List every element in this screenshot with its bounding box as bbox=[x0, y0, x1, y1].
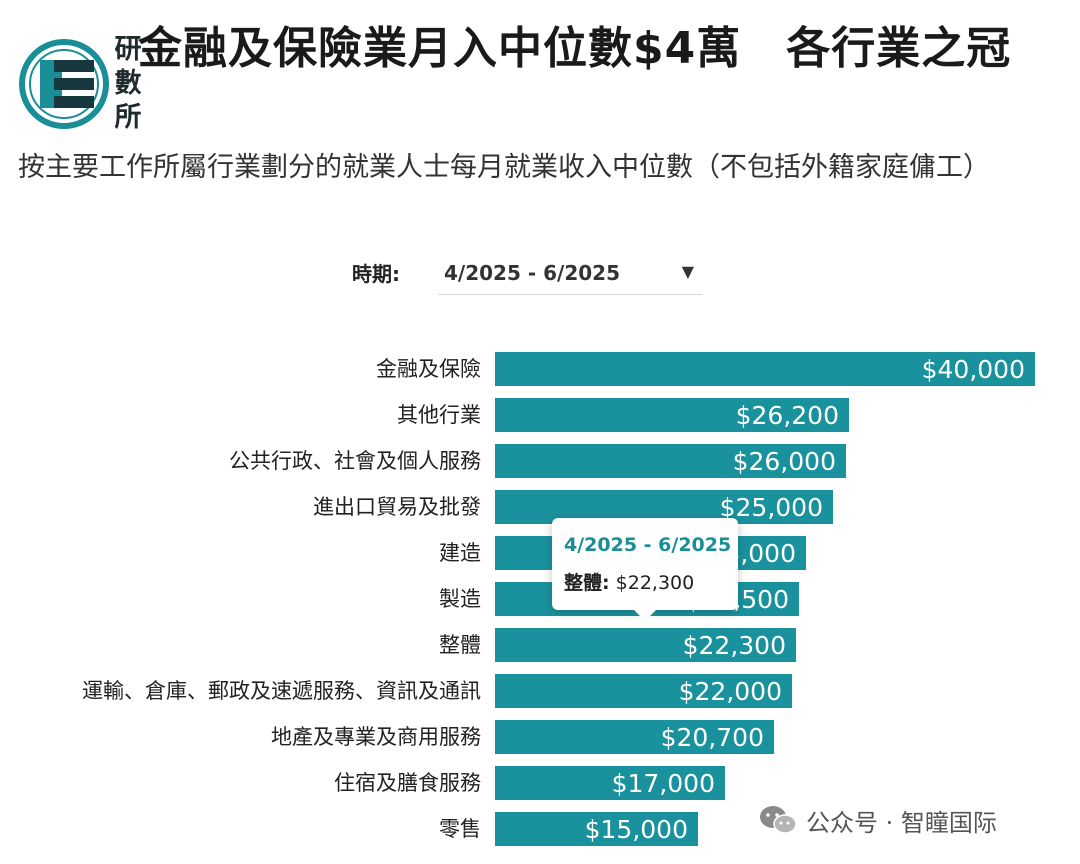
category-label-8: 地產及專業及商用服務 bbox=[271, 725, 481, 749]
bar-7[interactable] bbox=[495, 674, 792, 708]
logo: 研 數 所 bbox=[18, 30, 142, 138]
category-label-0: 金融及保險 bbox=[376, 357, 481, 381]
value-label-3: $25,000 bbox=[720, 493, 823, 522]
tooltip-period: 4/2025 - 6/2025 bbox=[564, 534, 732, 556]
chart-title: 金融及保險業月入中位數$4萬 各行業之冠 bbox=[138, 23, 1012, 74]
category-label-3: 進出口貿易及批發 bbox=[313, 495, 481, 519]
category-label-2: 公共行政、社會及個人服務 bbox=[229, 449, 481, 473]
period-dropdown[interactable]: 4/2025 - 6/2025 ▼ bbox=[438, 252, 702, 295]
bar-8[interactable] bbox=[495, 720, 774, 754]
bar-0[interactable] bbox=[495, 352, 1035, 386]
logo-char-1: 研 bbox=[114, 34, 142, 65]
bar-9[interactable] bbox=[495, 766, 725, 800]
period-value: 4/2025 - 6/2025 bbox=[444, 261, 620, 285]
bar-1[interactable] bbox=[495, 398, 849, 432]
period-label: 時期: bbox=[352, 262, 400, 286]
chart-tooltip: 4/2025 - 6/2025 整體: $22,300 bbox=[552, 518, 738, 621]
bar-10[interactable] bbox=[495, 812, 698, 846]
category-label-10: 零售 bbox=[439, 817, 481, 841]
logo-char-2: 數 bbox=[114, 68, 142, 99]
category-label-1: 其他行業 bbox=[397, 403, 481, 427]
value-label-10: $15,000 bbox=[585, 815, 688, 844]
bar-chart: 金融及保險 $40,000 其他行業 $26,200 公共行政、社會及個人服務 $26,0… bbox=[0, 340, 1080, 864]
tooltip-key: 整體: bbox=[564, 572, 610, 594]
value-label-9: $17,000 bbox=[612, 769, 715, 798]
tooltip-value: $22,300 bbox=[615, 572, 695, 594]
logo-emblem bbox=[19, 39, 109, 129]
logo-char-3: 所 bbox=[114, 102, 142, 133]
category-label-6: 整體 bbox=[439, 633, 481, 657]
value-label-8: $20,700 bbox=[661, 723, 764, 752]
category-label-5: 製造 bbox=[439, 587, 481, 611]
bar-chart-svg: 金融及保險 $40,000 其他行業 $26,200 公共行政、社會及個人服務 $26,0… bbox=[82, 352, 1035, 846]
value-label-0: $40,000 bbox=[922, 355, 1025, 384]
wechat-icon bbox=[760, 806, 797, 834]
bar-6[interactable] bbox=[495, 628, 796, 662]
watermark: 公众号 · 智瞳国际 bbox=[758, 800, 997, 840]
category-label-4: 建造 bbox=[439, 541, 481, 565]
category-label-9: 住宿及膳食服務 bbox=[334, 771, 481, 795]
value-label-7: $22,000 bbox=[679, 677, 782, 706]
tooltip-line: 整體: $22,300 bbox=[564, 568, 694, 595]
category-label-7: 運輸、倉庫、郵政及速遞服務、資訊及通訊 bbox=[82, 679, 481, 703]
chevron-down-icon: ▼ bbox=[681, 262, 694, 281]
chart-subtitle: 按主要工作所屬行業劃分的就業人士每月就業收入中位數（不包括外籍家庭傭工） bbox=[18, 152, 990, 183]
value-label-2: $26,000 bbox=[733, 447, 836, 476]
value-label-1: $26,200 bbox=[736, 401, 839, 430]
bar-2[interactable] bbox=[495, 444, 846, 478]
watermark-text: 公众号 · 智瞳国际 bbox=[806, 808, 997, 837]
value-label-6: $22,300 bbox=[683, 631, 786, 660]
